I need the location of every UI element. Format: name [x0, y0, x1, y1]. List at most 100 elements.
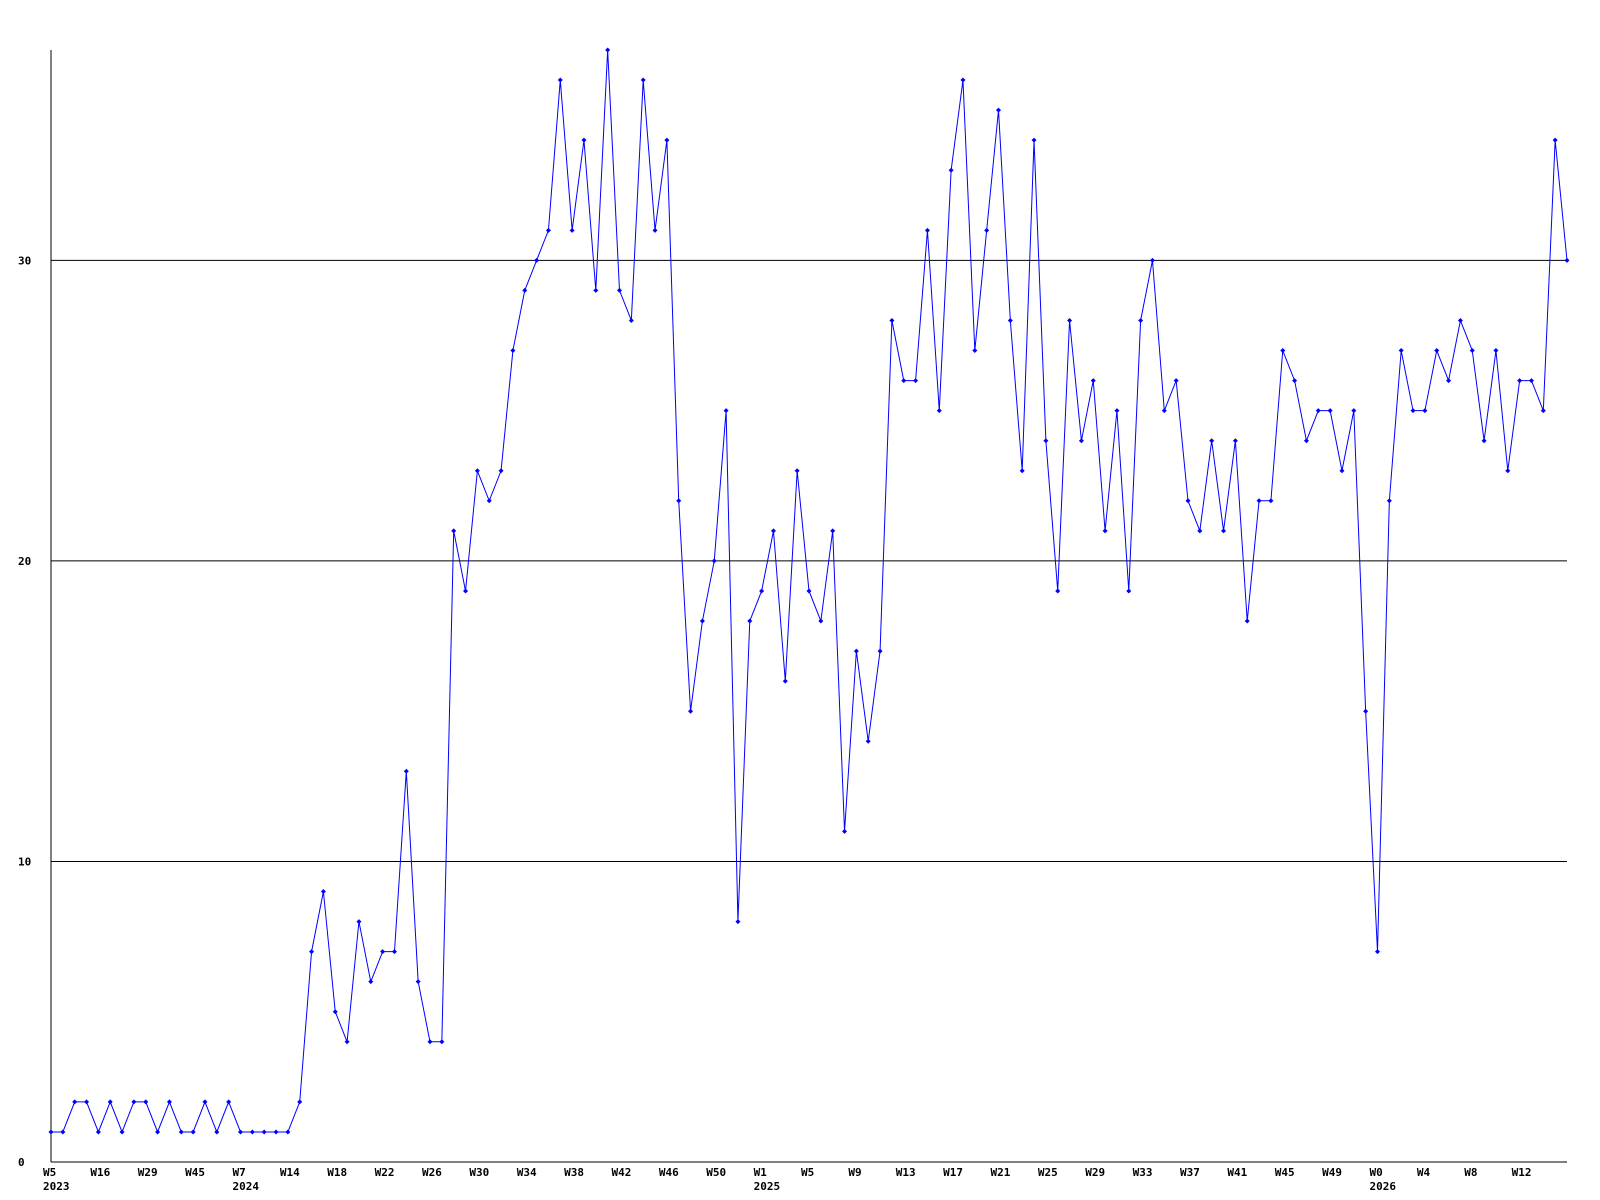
point-marker — [984, 227, 990, 233]
x-tick-label: W42 — [612, 1166, 632, 1179]
point-marker — [332, 1009, 338, 1015]
x-tick-label: W45 — [1275, 1166, 1295, 1179]
point-marker — [451, 528, 457, 534]
y-tick-label: 20 — [18, 555, 31, 568]
x-tick-label: W5 — [801, 1166, 814, 1179]
x-tick-label: W7 — [233, 1166, 246, 1179]
point-marker — [320, 889, 326, 895]
point-marker — [1386, 498, 1392, 504]
point-marker — [1517, 378, 1523, 384]
point-marker — [1173, 378, 1179, 384]
point-marker — [1457, 317, 1463, 323]
point-marker — [901, 378, 907, 384]
point-marker — [545, 227, 551, 233]
point-marker — [178, 1129, 184, 1135]
point-marker — [1564, 257, 1570, 263]
point-marker — [1280, 348, 1286, 354]
point-marker — [534, 257, 540, 263]
y-tick-label: 10 — [18, 855, 31, 868]
x-tick-label: W41 — [1227, 1166, 1247, 1179]
point-marker — [605, 47, 611, 53]
point-marker — [1422, 408, 1428, 414]
point-marker — [842, 828, 848, 834]
point-marker — [581, 137, 587, 143]
x-tick-label: W22 — [375, 1166, 395, 1179]
point-marker — [1363, 708, 1369, 714]
point-marker — [996, 107, 1001, 113]
point-marker — [676, 498, 682, 504]
point-marker — [1256, 498, 1262, 504]
point-marker — [474, 468, 480, 474]
point-marker — [309, 949, 315, 955]
y-tick-label: 30 — [18, 254, 31, 267]
x-tick-label: W5 — [43, 1166, 56, 1179]
point-marker — [759, 588, 765, 594]
point-marker — [1043, 438, 1049, 444]
point-marker — [84, 1099, 90, 1105]
point-marker — [569, 227, 575, 233]
point-marker — [119, 1129, 125, 1135]
point-marker — [522, 287, 528, 293]
point-marker — [131, 1099, 137, 1105]
x-tick-label: W29 — [138, 1166, 158, 1179]
point-marker — [628, 317, 634, 323]
point-marker — [1481, 438, 1487, 444]
point-marker — [1505, 468, 1511, 474]
point-marker — [1268, 498, 1274, 504]
point-marker — [960, 77, 966, 83]
point-marker — [285, 1129, 291, 1135]
x-year-label: 2023 — [43, 1180, 70, 1193]
point-marker — [1102, 528, 1108, 534]
point-marker — [1303, 438, 1309, 444]
point-marker — [1161, 408, 1167, 414]
point-marker — [95, 1129, 101, 1135]
x-tick-label: W0 — [1370, 1166, 1383, 1179]
x-tick-label: W34 — [517, 1166, 537, 1179]
x-year-label: 2024 — [233, 1180, 260, 1193]
point-marker — [1221, 528, 1227, 534]
point-marker — [1019, 468, 1025, 474]
point-marker — [1244, 618, 1250, 624]
point-marker — [107, 1099, 113, 1105]
x-tick-label: W37 — [1180, 1166, 1200, 1179]
x-tick-label: W26 — [422, 1166, 442, 1179]
point-marker — [48, 1129, 54, 1135]
point-marker — [143, 1099, 149, 1105]
point-marker — [723, 408, 729, 414]
point-marker — [688, 708, 694, 714]
point-marker — [865, 738, 871, 744]
x-year-label: 2026 — [1370, 1180, 1397, 1193]
x-tick-label: W33 — [1133, 1166, 1153, 1179]
point-marker — [1114, 408, 1120, 414]
x-tick-label: W17 — [943, 1166, 963, 1179]
point-marker — [486, 498, 492, 504]
x-tick-label: W45 — [185, 1166, 205, 1179]
point-marker — [1031, 137, 1037, 143]
y-tick-label: 0 — [18, 1156, 25, 1169]
point-marker — [1185, 498, 1191, 504]
x-tick-label: W1 — [754, 1166, 768, 1179]
point-marker — [155, 1129, 161, 1135]
point-marker — [770, 528, 776, 534]
point-marker — [794, 468, 800, 474]
point-marker — [72, 1099, 78, 1105]
point-marker — [557, 77, 563, 83]
point-marker — [652, 227, 658, 233]
point-marker — [1292, 378, 1298, 384]
point-marker — [1149, 257, 1155, 263]
x-tick-label: W30 — [469, 1166, 489, 1179]
point-marker — [238, 1129, 243, 1135]
point-marker — [1410, 408, 1416, 414]
x-tick-label: W8 — [1464, 1166, 1477, 1179]
point-marker — [1090, 378, 1096, 384]
point-marker — [1078, 438, 1084, 444]
point-marker — [735, 919, 741, 925]
point-marker — [936, 408, 942, 414]
point-marker — [344, 1039, 350, 1045]
point-marker — [1446, 378, 1452, 384]
point-marker — [1327, 408, 1333, 414]
point-marker — [818, 618, 824, 624]
point-marker — [1232, 438, 1238, 444]
point-marker — [1540, 408, 1546, 414]
